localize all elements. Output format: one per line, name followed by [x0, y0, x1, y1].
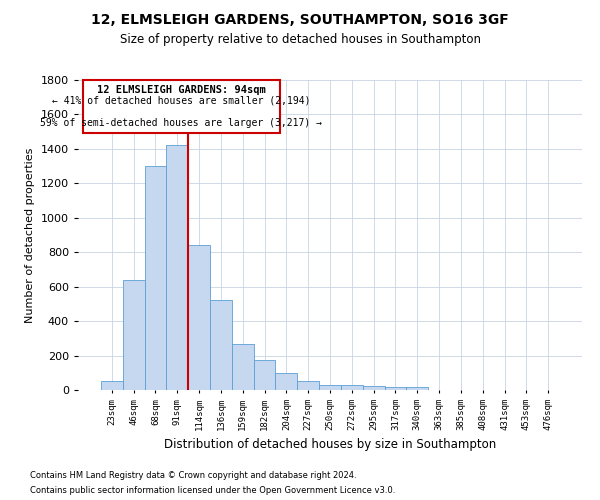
Text: 12, ELMSLEIGH GARDENS, SOUTHAMPTON, SO16 3GF: 12, ELMSLEIGH GARDENS, SOUTHAMPTON, SO16…: [91, 12, 509, 26]
Bar: [210, 300, 232, 390]
Bar: [188, 246, 210, 390]
Y-axis label: Number of detached properties: Number of detached properties: [25, 148, 35, 322]
Text: 12 ELMSLEIGH GARDENS: 94sqm: 12 ELMSLEIGH GARDENS: 94sqm: [97, 85, 266, 95]
Bar: [254, 360, 275, 390]
Bar: [385, 386, 406, 390]
Bar: [166, 146, 188, 390]
X-axis label: Distribution of detached houses by size in Southampton: Distribution of detached houses by size …: [164, 438, 496, 451]
Bar: [319, 385, 341, 390]
FancyBboxPatch shape: [83, 80, 280, 134]
Bar: [341, 385, 363, 390]
Text: 59% of semi-detached houses are larger (3,217) →: 59% of semi-detached houses are larger (…: [40, 118, 322, 128]
Text: Size of property relative to detached houses in Southampton: Size of property relative to detached ho…: [119, 32, 481, 46]
Bar: [406, 388, 428, 390]
Text: Contains public sector information licensed under the Open Government Licence v3: Contains public sector information licen…: [30, 486, 395, 495]
Bar: [275, 373, 297, 390]
Bar: [123, 280, 145, 390]
Bar: [145, 166, 166, 390]
Bar: [232, 344, 254, 390]
Text: Contains HM Land Registry data © Crown copyright and database right 2024.: Contains HM Land Registry data © Crown c…: [30, 471, 356, 480]
Bar: [363, 386, 385, 390]
Text: ← 41% of detached houses are smaller (2,194): ← 41% of detached houses are smaller (2,…: [52, 96, 311, 106]
Bar: [297, 380, 319, 390]
Bar: [101, 382, 123, 390]
